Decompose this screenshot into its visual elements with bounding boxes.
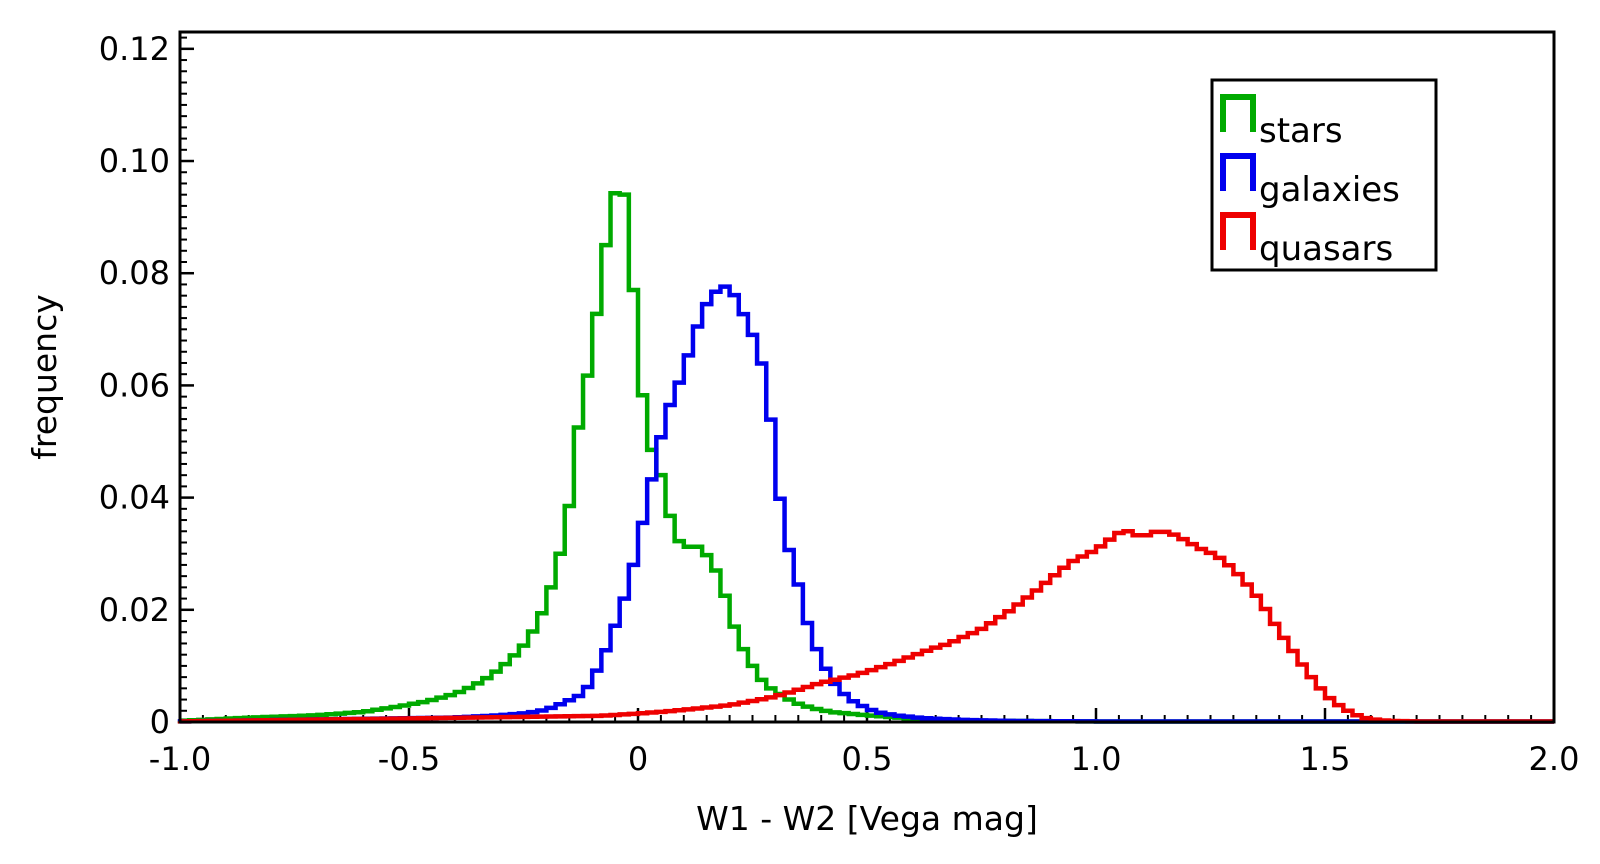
legend-label-stars: stars — [1259, 111, 1343, 151]
legend-label-quasars: quasars — [1259, 229, 1393, 269]
legend-swatch-galaxies — [1220, 153, 1256, 191]
series-layer — [177, 191, 1554, 724]
y-tick-label: 0.02 — [99, 591, 170, 629]
x-tick-label: 0.5 — [842, 740, 893, 778]
y-axis-label: frequency — [25, 294, 64, 460]
x-tick-label: -1.0 — [149, 740, 211, 778]
y-tick-label: 0.08 — [99, 254, 170, 292]
x-tick-label: 1.0 — [1071, 740, 1122, 778]
x-tick-label: 1.5 — [1300, 740, 1351, 778]
series-stars-histogram — [177, 191, 1554, 724]
legend-frame — [1210, 78, 1438, 272]
legend-swatch-quasars — [1220, 212, 1256, 250]
x-tick-label: 2.0 — [1529, 740, 1580, 778]
legend-swatch-stars — [1220, 94, 1256, 132]
y-tick-label: 0.10 — [99, 142, 170, 180]
legend-label-galaxies: galaxies — [1259, 170, 1400, 210]
x-tick-label: 0 — [628, 740, 648, 778]
x-tick-labels: -1.0 -0.5 0 0.5 1.0 1.5 2.0 — [149, 740, 1580, 778]
y-tick-label: 0.06 — [99, 366, 170, 404]
y-tick-label: 0.12 — [99, 30, 170, 68]
legend: stars galaxies quasars — [1210, 78, 1438, 272]
legend-entries: stars galaxies quasars — [1220, 94, 1400, 269]
y-tick-label: 0.04 — [99, 479, 170, 517]
y-tick-labels: 0 0.02 0.04 0.06 0.08 0.10 0.12 — [99, 30, 170, 741]
x-tick-label: -0.5 — [378, 740, 440, 778]
series-quasars-histogram — [177, 529, 1554, 724]
plot-frame — [178, 30, 1556, 724]
series-galaxies-histogram — [177, 284, 1554, 724]
x-axis-label: W1 - W2 [Vega mag] — [696, 799, 1038, 838]
y-tick-label: 0 — [150, 703, 170, 741]
